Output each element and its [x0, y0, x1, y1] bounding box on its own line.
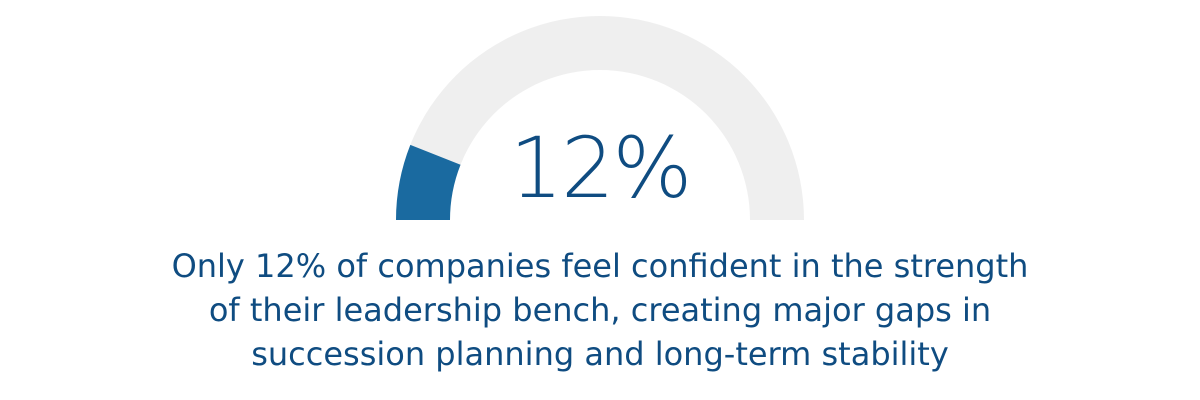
gauge-fill — [396, 144, 461, 220]
gauge-track — [396, 16, 804, 220]
caption-line-3: succession planning and long-term stabil… — [251, 335, 949, 373]
gauge-value-label: 12% — [509, 119, 693, 217]
caption-line-1: Only 12% of companies feel confident in … — [171, 247, 1029, 285]
caption-line-2: of their leadership bench, creating majo… — [208, 291, 992, 329]
caption: Only 12% of companies feel confident in … — [60, 244, 1140, 376]
